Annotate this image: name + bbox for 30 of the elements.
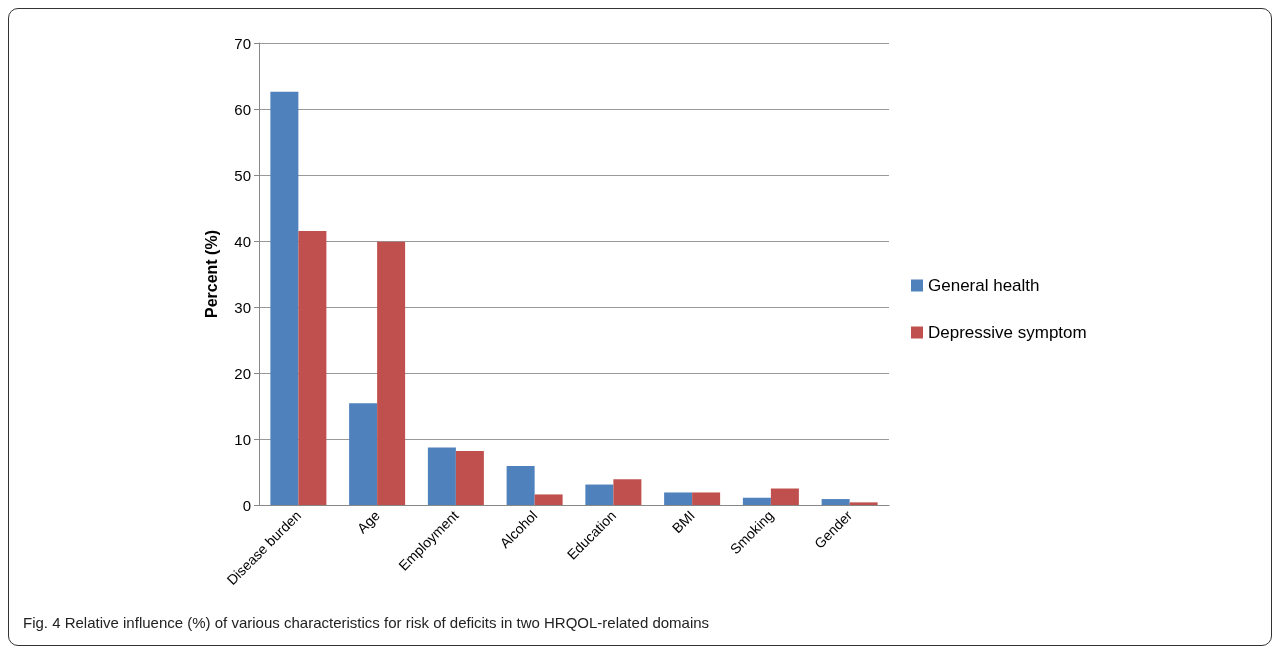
legend-label: General health (928, 276, 1040, 295)
bar (821, 499, 850, 505)
bar (506, 466, 535, 505)
bar (585, 484, 614, 505)
bar (742, 497, 771, 505)
bar (298, 231, 327, 505)
bar (270, 91, 299, 505)
caption: Fig. 4 Relative influence (%) of various characteristics for risk of deficits in two HRQOL-related domains (23, 614, 710, 631)
x-tick-label: BMI (668, 507, 698, 537)
x-tick-label: Age (353, 507, 383, 537)
bar (427, 447, 456, 505)
bar (613, 479, 642, 505)
y-tick-label: 20 (234, 364, 251, 382)
bar (849, 502, 878, 505)
bar (692, 492, 721, 505)
bar (770, 488, 799, 505)
y-tick-label: 70 (234, 34, 251, 52)
bar (377, 241, 406, 505)
legend-label: Depressive symptom (928, 323, 1087, 342)
bar (455, 450, 484, 505)
bar (534, 494, 563, 505)
y-axis-title: Percent (%) (202, 229, 220, 319)
y-tick-label: 50 (234, 166, 251, 184)
bar (664, 492, 693, 505)
y-tick-label: 40 (234, 232, 251, 250)
y-tick-label: 60 (234, 100, 251, 118)
bar (349, 403, 378, 505)
y-tick-label: 0 (242, 496, 251, 514)
y-tick-label: 10 (234, 430, 251, 448)
y-tick-label: 30 (234, 298, 251, 316)
